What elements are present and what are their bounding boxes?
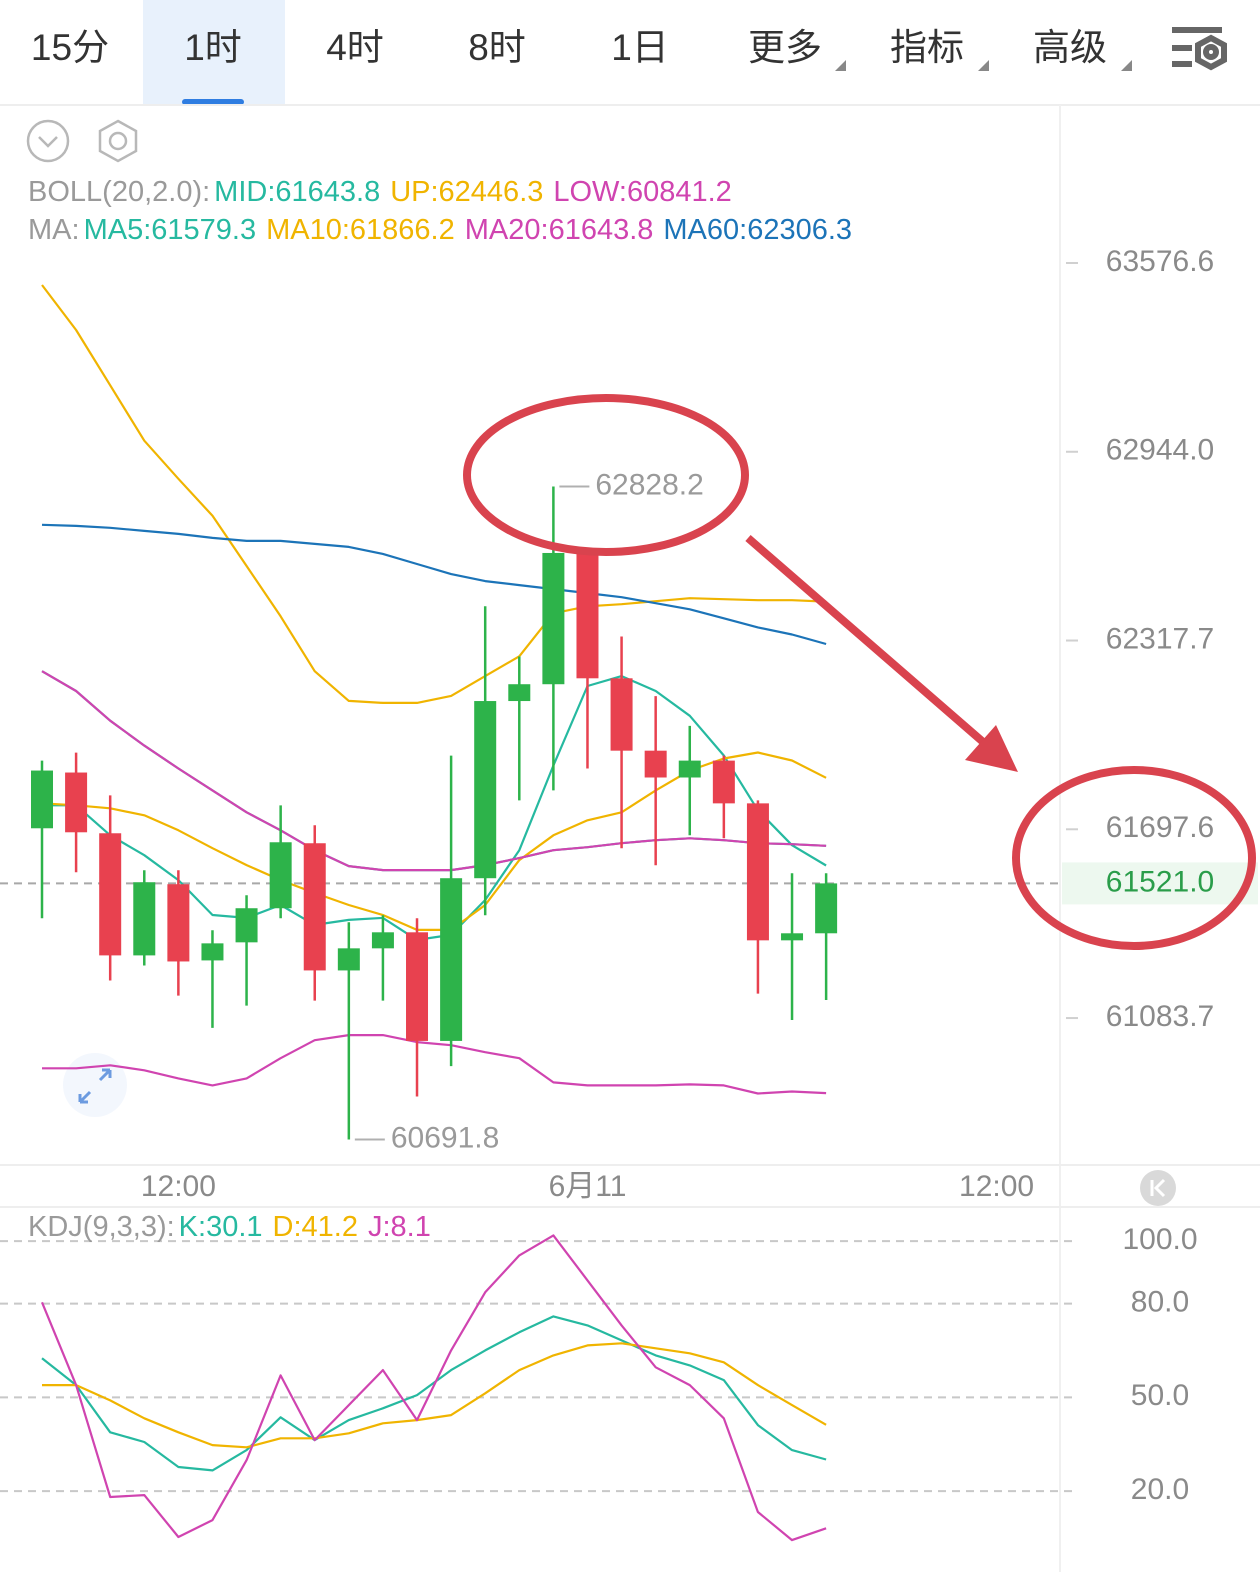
y-tick-label: 80.0 bbox=[1131, 1285, 1189, 1318]
candle-body bbox=[712, 760, 735, 804]
x-tick-label: 12:00 bbox=[141, 1170, 216, 1203]
annotation bbox=[463, 394, 1256, 950]
kdj-chart: 100.0 80.0 50.0 20.0 KDJ(9,3,3): K:30.1 D:41.2… bbox=[0, 1211, 1198, 1542]
y-tick-label: 63576.6 bbox=[1106, 245, 1214, 278]
tab-indicator bbox=[182, 99, 244, 105]
candle-body bbox=[337, 948, 360, 971]
candle-body bbox=[303, 843, 326, 971]
candle-body bbox=[167, 884, 190, 962]
indicator-line bbox=[40, 1234, 827, 1542]
legend-name: D: bbox=[273, 1211, 302, 1243]
candle-body bbox=[542, 552, 565, 685]
y-tick-label: 50.0 bbox=[1131, 1379, 1189, 1412]
candle-body bbox=[371, 932, 394, 949]
candle-body bbox=[406, 932, 429, 1041]
candle-body bbox=[644, 750, 667, 778]
tab[interactable]: 1时 bbox=[184, 27, 242, 68]
legend-name: MA60: bbox=[663, 214, 747, 246]
legend-value: 60841.2 bbox=[627, 176, 732, 208]
legend-name: UP: bbox=[390, 176, 438, 208]
legend-value: 61643.8 bbox=[549, 214, 654, 246]
legend: KDJ(9,3,3): K:30.1 D:41.2 J:8.1 bbox=[28, 1211, 431, 1243]
settings-icon[interactable] bbox=[1172, 27, 1227, 71]
y-tick-label: 62317.7 bbox=[1106, 622, 1214, 655]
tab[interactable]: 15分 bbox=[31, 27, 109, 68]
candle-body bbox=[99, 833, 122, 956]
candle-body bbox=[746, 803, 769, 941]
candle-body bbox=[610, 678, 633, 751]
tab-bar: 15分 1时 4时 8时 1日 更多 指标 高级 bbox=[31, 0, 1107, 105]
candle-body bbox=[508, 684, 531, 702]
legend-name: MID: bbox=[214, 176, 275, 208]
dropdown-caret bbox=[835, 60, 846, 71]
legend-name: MA10: bbox=[266, 214, 350, 246]
tab[interactable]: 8时 bbox=[468, 27, 526, 68]
y-tick-label: 61083.7 bbox=[1106, 1000, 1214, 1033]
dropdown-caret bbox=[978, 60, 989, 71]
legend-title: MA: bbox=[28, 214, 80, 246]
y-tick-label: 62944.0 bbox=[1106, 434, 1214, 467]
current-price-label: 61521.0 bbox=[1106, 865, 1214, 898]
indicator-line bbox=[41, 284, 827, 704]
extreme-label: 62828.2 bbox=[595, 468, 703, 501]
legend-name: LOW: bbox=[553, 176, 627, 208]
y-tick-label: 61697.6 bbox=[1106, 811, 1214, 844]
indicator-line bbox=[41, 1315, 827, 1472]
legend-value: 41.2 bbox=[302, 1211, 358, 1243]
legend-value: 8.1 bbox=[391, 1211, 431, 1243]
legend-value: 30.1 bbox=[206, 1211, 262, 1243]
legend-title: KDJ(9,3,3): bbox=[28, 1211, 175, 1243]
indicator-line bbox=[41, 670, 827, 872]
x-tick-label: 6月11 bbox=[549, 1170, 627, 1203]
collapse-icon[interactable] bbox=[26, 119, 70, 163]
legend: MA: MA5:61579.3 MA10:61866.2 MA20:61643.8 MA… bbox=[28, 214, 852, 246]
candle-body bbox=[815, 883, 838, 934]
candle-body bbox=[678, 760, 701, 778]
legend-name: J: bbox=[368, 1211, 391, 1243]
candle-body bbox=[440, 878, 463, 1041]
legend-name: MA5: bbox=[84, 214, 152, 246]
candle-body bbox=[235, 908, 258, 943]
indicator-line bbox=[42, 675, 827, 941]
legend-value: 61643.8 bbox=[275, 176, 380, 208]
expand-icon[interactable] bbox=[63, 1053, 127, 1117]
current-price-box bbox=[1062, 862, 1258, 905]
tab[interactable]: 指标 bbox=[890, 27, 964, 68]
candle-body bbox=[201, 943, 224, 961]
tab-selected-bg bbox=[143, 0, 285, 105]
legend: BOLL(20,2.0): MID:61643.8 UP:62446.3 LOW:60… bbox=[28, 176, 732, 208]
tab[interactable]: 高级 bbox=[1033, 27, 1107, 68]
legend-value: 62446.3 bbox=[439, 176, 544, 208]
legend-name: MA20: bbox=[465, 214, 549, 246]
main-chart: 63576.6 62944.0 62317.7 61697.6 61083.7 12:00… bbox=[0, 176, 1258, 1203]
tab[interactable]: 4时 bbox=[326, 27, 384, 68]
tab[interactable]: 1日 bbox=[611, 27, 669, 68]
candle-body bbox=[31, 770, 54, 829]
indicator-line bbox=[41, 523, 827, 646]
legend-value: 62306.3 bbox=[747, 214, 852, 246]
y-tick-label: 100.0 bbox=[1122, 1223, 1197, 1256]
candle-body bbox=[474, 701, 497, 879]
legend-value: 61866.2 bbox=[350, 214, 455, 246]
y-tick-label: 20.0 bbox=[1131, 1473, 1189, 1506]
legend-value: 61579.3 bbox=[151, 214, 256, 246]
tab[interactable]: 更多 bbox=[748, 27, 822, 68]
legend-title: BOLL(20,2.0): bbox=[28, 176, 210, 208]
legend-name: K: bbox=[179, 1211, 206, 1243]
candle-body bbox=[576, 552, 599, 679]
indicator-line bbox=[42, 1342, 827, 1449]
candle-body bbox=[133, 882, 156, 956]
scroll-latest-button[interactable] bbox=[1140, 1170, 1176, 1206]
settings-small-icon[interactable] bbox=[98, 119, 138, 163]
candle-body bbox=[65, 772, 88, 833]
indicator-line bbox=[42, 1034, 827, 1095]
candle-body bbox=[269, 842, 292, 909]
extreme-label: 60691.8 bbox=[391, 1121, 499, 1154]
candle-body bbox=[781, 933, 804, 941]
x-tick-label: 12:00 bbox=[959, 1170, 1034, 1203]
dropdown-caret bbox=[1121, 60, 1132, 71]
